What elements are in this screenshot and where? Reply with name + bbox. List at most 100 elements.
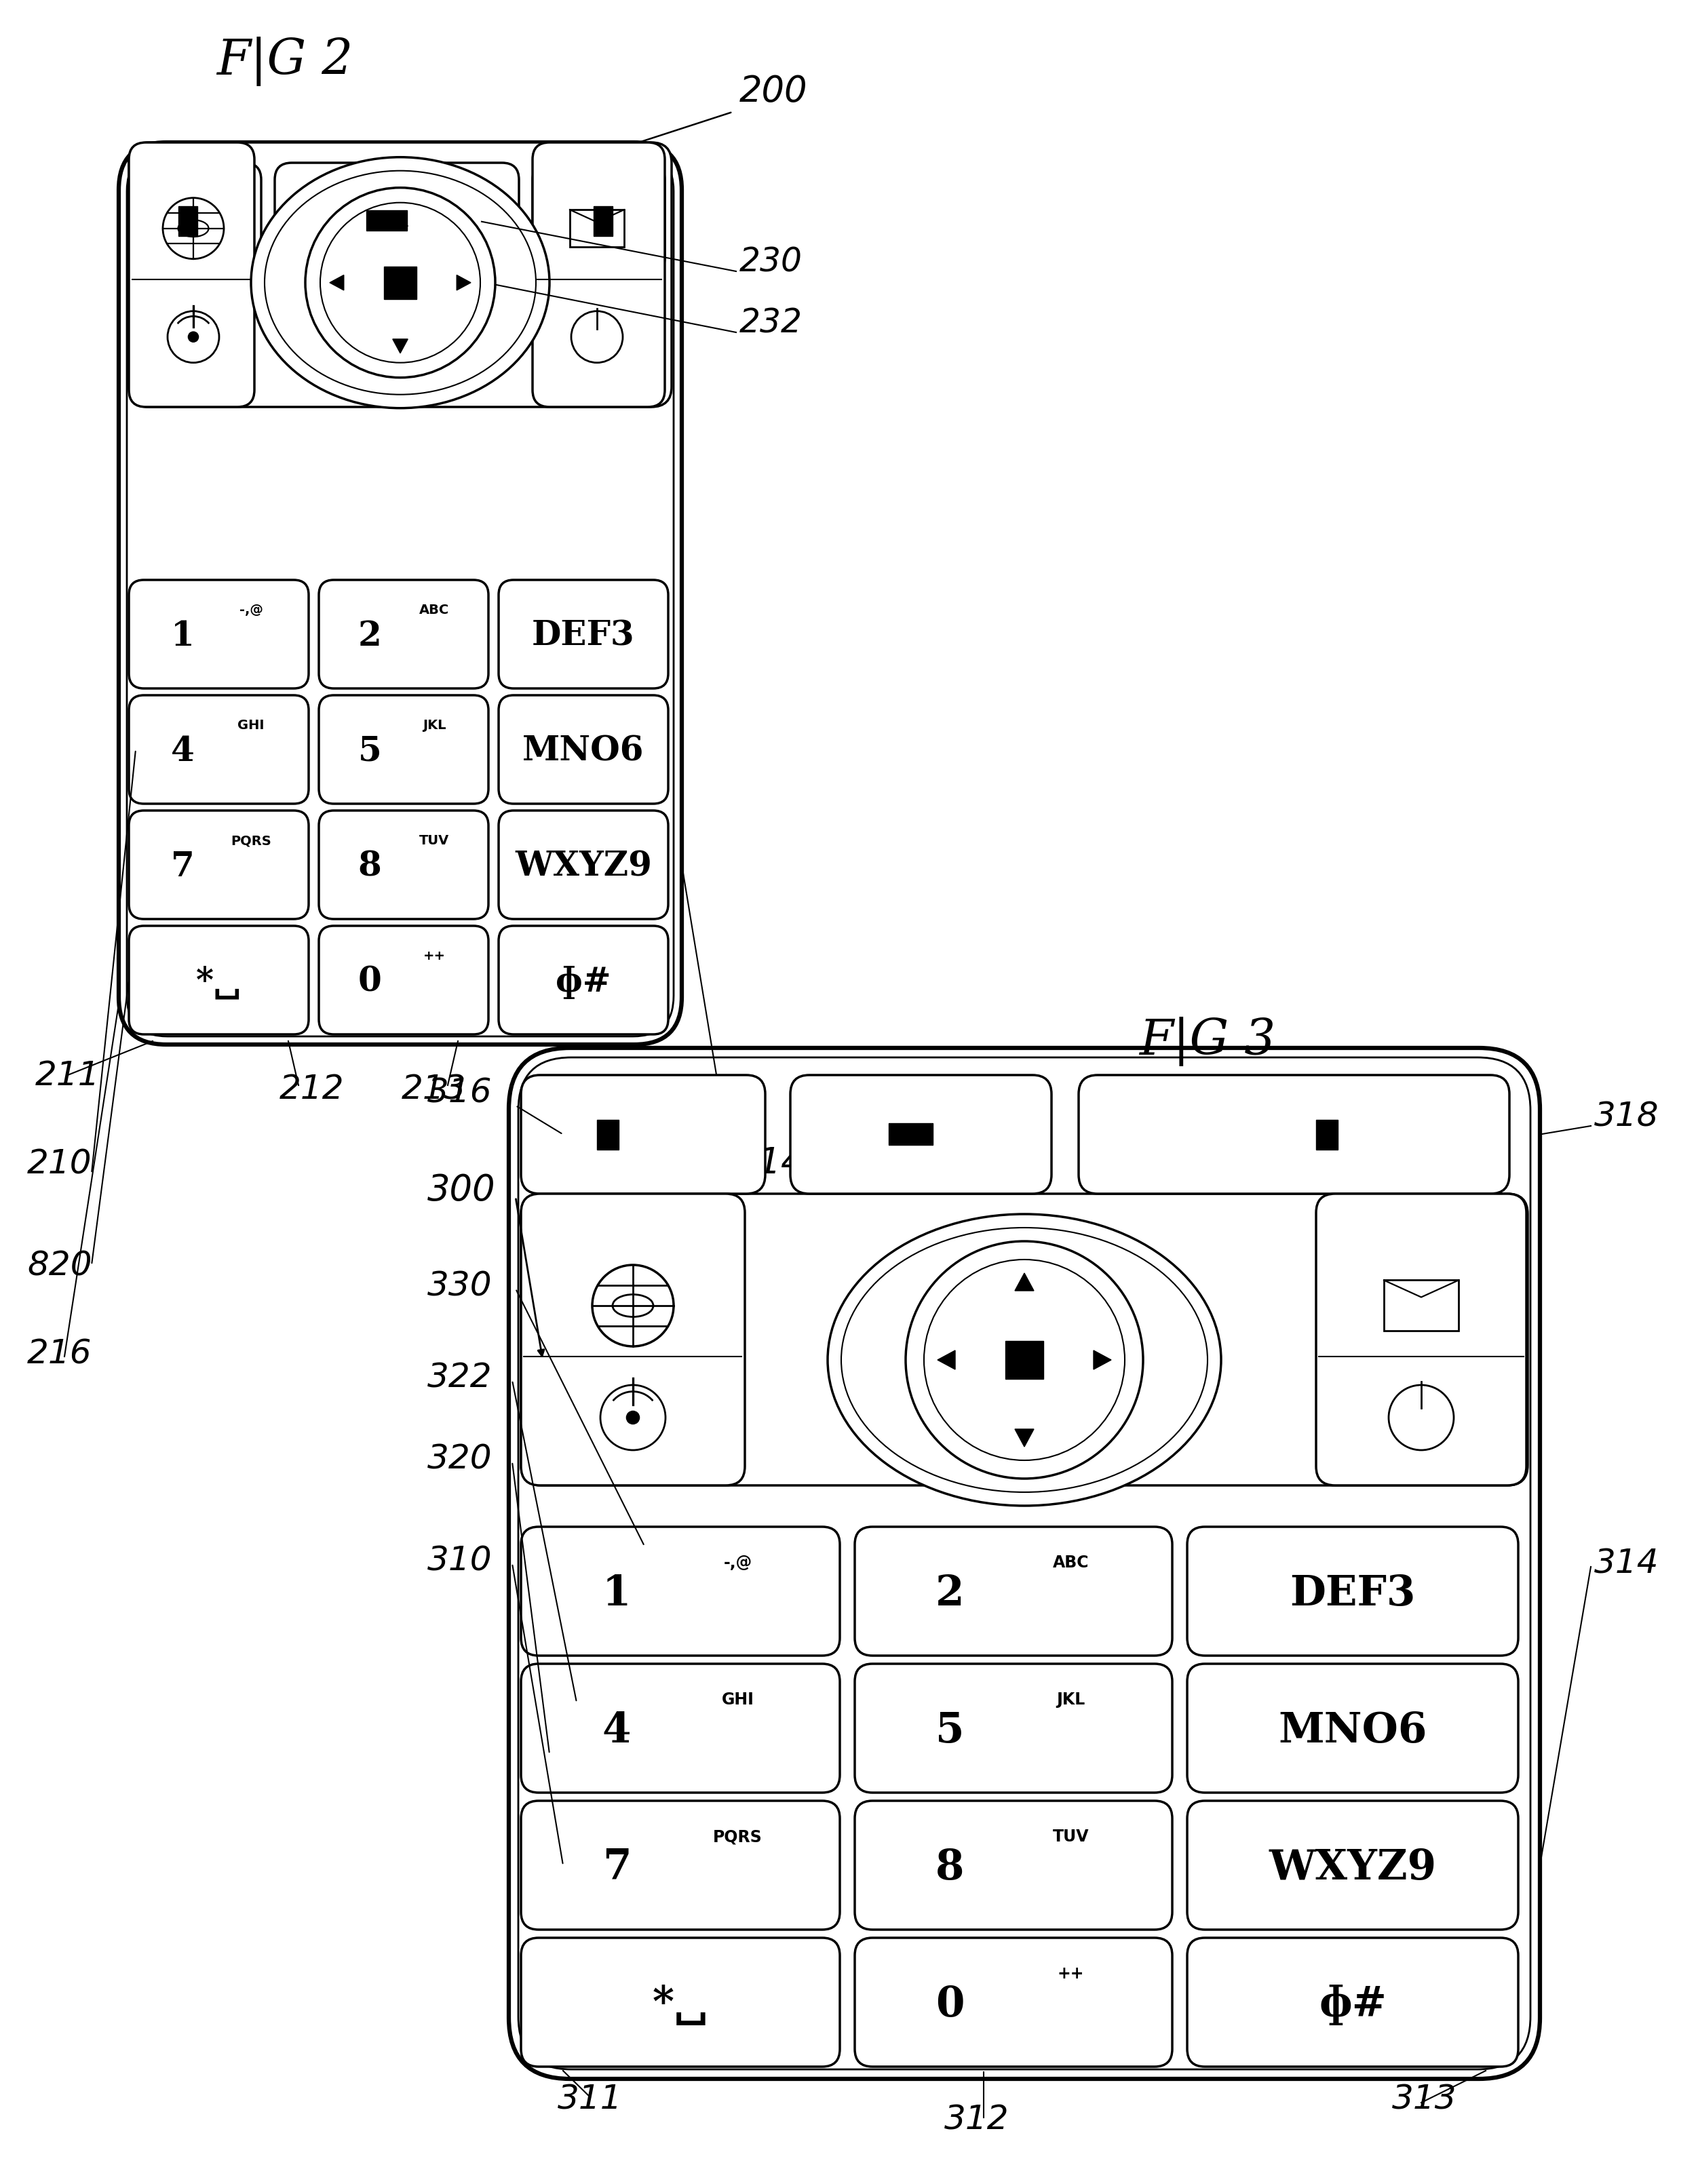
Circle shape (924, 1260, 1124, 1461)
Polygon shape (457, 275, 470, 290)
Text: 311: 311 (557, 2084, 623, 2116)
Text: 300: 300 (428, 1173, 496, 1208)
Text: F|G 2: F|G 2 (217, 37, 353, 85)
Text: 310: 310 (428, 1544, 492, 1577)
FancyBboxPatch shape (533, 164, 666, 275)
Text: 330: 330 (428, 1269, 492, 1302)
FancyBboxPatch shape (319, 581, 489, 688)
Text: ɸ#: ɸ# (555, 965, 611, 998)
Circle shape (306, 188, 496, 378)
Bar (888, 1123, 932, 1144)
FancyBboxPatch shape (1187, 1664, 1518, 1793)
Text: MNO6: MNO6 (523, 736, 644, 769)
Text: 232: 232 (739, 306, 803, 339)
Text: GHI: GHI (722, 1693, 754, 1708)
Text: 0: 0 (936, 1985, 964, 2025)
Text: 0: 0 (358, 965, 382, 998)
FancyBboxPatch shape (119, 142, 683, 1044)
Text: 313: 313 (1392, 2084, 1457, 2116)
Bar (1005, 1341, 1043, 1378)
Text: DEF3: DEF3 (531, 620, 635, 653)
FancyBboxPatch shape (319, 810, 489, 919)
Text: ++: ++ (423, 950, 445, 963)
Text: 312: 312 (944, 2103, 1009, 2136)
Text: 322: 322 (428, 1361, 492, 1393)
FancyBboxPatch shape (1078, 1075, 1510, 1195)
Ellipse shape (841, 1227, 1207, 1492)
Text: PQRS: PQRS (713, 1828, 762, 1845)
FancyBboxPatch shape (533, 142, 666, 406)
Polygon shape (1015, 1273, 1034, 1291)
FancyBboxPatch shape (521, 1527, 841, 1655)
Text: 2: 2 (358, 620, 382, 653)
FancyBboxPatch shape (790, 1075, 1051, 1195)
FancyBboxPatch shape (319, 695, 489, 804)
Text: WXYZ9: WXYZ9 (1268, 1848, 1437, 1889)
FancyBboxPatch shape (129, 695, 309, 804)
Text: 5: 5 (936, 1710, 964, 1752)
Text: 1: 1 (603, 1572, 632, 1614)
Text: PQRS: PQRS (231, 834, 272, 847)
Ellipse shape (265, 170, 537, 395)
Circle shape (188, 332, 199, 343)
Text: -,@: -,@ (723, 1555, 752, 1570)
FancyBboxPatch shape (129, 142, 255, 406)
FancyBboxPatch shape (521, 1802, 841, 1931)
Text: *␣: *␣ (195, 965, 241, 998)
Text: 230: 230 (739, 245, 803, 277)
FancyBboxPatch shape (854, 1527, 1172, 1655)
Text: MNO6: MNO6 (1279, 1710, 1426, 1752)
Text: 213: 213 (402, 1072, 467, 1105)
Text: DEF3: DEF3 (1290, 1572, 1416, 1614)
Ellipse shape (827, 1214, 1221, 1505)
Polygon shape (1094, 1350, 1110, 1369)
Ellipse shape (251, 157, 550, 408)
FancyBboxPatch shape (509, 1048, 1540, 2079)
Polygon shape (937, 1350, 956, 1369)
Bar (598, 1120, 618, 1149)
Text: -,@: -,@ (239, 603, 263, 616)
FancyBboxPatch shape (129, 164, 261, 275)
FancyBboxPatch shape (499, 926, 669, 1035)
Text: 4: 4 (171, 736, 195, 769)
Text: 318: 318 (1594, 1101, 1659, 1133)
Text: ABC: ABC (419, 603, 450, 616)
FancyBboxPatch shape (854, 1664, 1172, 1793)
FancyBboxPatch shape (521, 1195, 745, 1485)
Bar (594, 205, 613, 236)
Circle shape (321, 203, 481, 363)
Text: 5: 5 (358, 736, 382, 769)
Polygon shape (329, 275, 343, 290)
FancyBboxPatch shape (521, 1195, 1528, 1485)
Bar (571, 210, 625, 247)
Text: 211: 211 (36, 1059, 100, 1092)
Text: 4: 4 (603, 1710, 632, 1752)
FancyBboxPatch shape (129, 142, 672, 406)
FancyBboxPatch shape (1187, 1802, 1518, 1931)
Polygon shape (392, 212, 408, 227)
Text: ABC: ABC (1053, 1555, 1088, 1570)
Text: JKL: JKL (1056, 1693, 1085, 1708)
Text: ++: ++ (1058, 1966, 1083, 1983)
Circle shape (905, 1241, 1143, 1479)
FancyBboxPatch shape (499, 581, 669, 688)
Polygon shape (1015, 1428, 1034, 1446)
Text: 7: 7 (603, 1848, 632, 1889)
FancyBboxPatch shape (319, 926, 489, 1035)
Text: 320: 320 (428, 1444, 492, 1474)
Bar (1384, 1280, 1459, 1330)
FancyBboxPatch shape (1316, 1195, 1527, 1485)
FancyBboxPatch shape (499, 695, 669, 804)
Text: 210: 210 (27, 1147, 92, 1179)
Text: 8: 8 (358, 850, 382, 885)
Text: JKL: JKL (423, 719, 447, 732)
Text: WXYZ9: WXYZ9 (514, 850, 652, 885)
FancyBboxPatch shape (521, 1937, 841, 2066)
Text: 214: 214 (735, 1147, 805, 1182)
FancyBboxPatch shape (275, 164, 520, 275)
FancyBboxPatch shape (129, 926, 309, 1035)
Text: 7: 7 (171, 850, 195, 885)
Circle shape (627, 1411, 640, 1424)
Text: 216: 216 (27, 1337, 92, 1369)
Bar (367, 210, 408, 232)
